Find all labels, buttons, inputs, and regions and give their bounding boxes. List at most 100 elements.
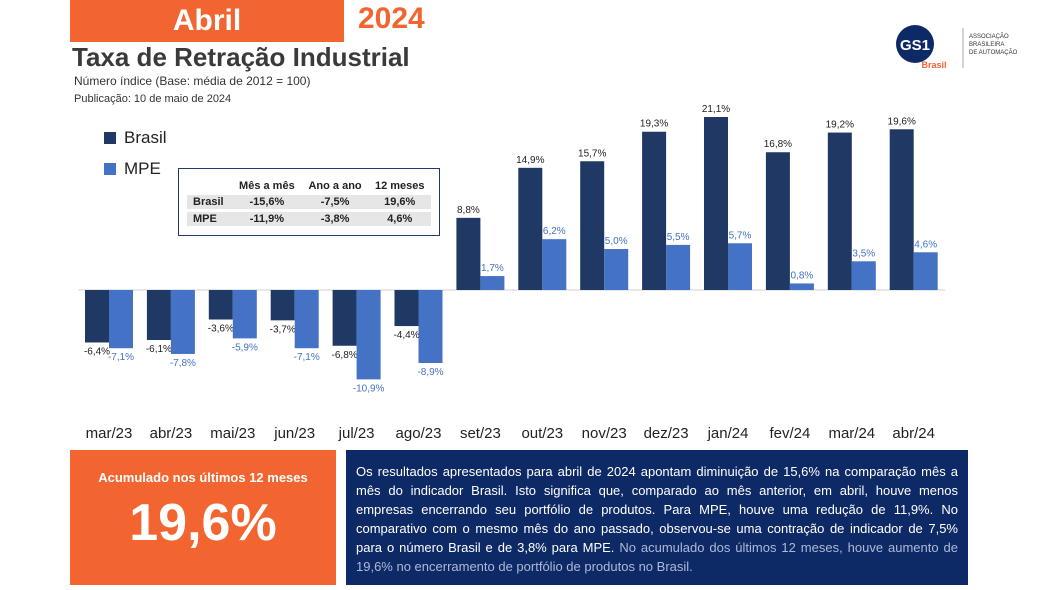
- data-label-brasil: -6,8%: [332, 350, 358, 361]
- data-label-mpe: 4,6%: [914, 239, 937, 250]
- gs1-logo-mark: GS1: [900, 37, 930, 54]
- summary-cell: 4,6%: [368, 212, 431, 226]
- description-muted: No acumulado dos últimos 12 meses, houve…: [356, 540, 958, 574]
- data-label-brasil: 19,2%: [826, 120, 854, 131]
- data-label-mpe: -5,9%: [232, 342, 258, 353]
- bar-brasil-abr/24: [889, 129, 914, 290]
- summary-row-brasil: Brasil -15,6% -7,5% 19,6%: [187, 195, 431, 209]
- legend-item-mpe: MPE: [104, 159, 167, 179]
- legend-label-brasil: Brasil: [124, 128, 167, 147]
- accumulated-panel: Acumulado nos últimos 12 meses 19,6%: [70, 450, 336, 585]
- page-subtitle: Número índice (Base: média de 2012 = 100…: [74, 74, 311, 88]
- bar-brasil-mar/24: [827, 132, 852, 290]
- bar-mpe-fev/24: [789, 283, 814, 290]
- data-label-brasil: 15,7%: [578, 148, 606, 159]
- data-label-brasil: 16,8%: [764, 139, 792, 150]
- bar-mpe-nov/23: [604, 249, 629, 290]
- bar-mpe-set/23: [480, 276, 505, 290]
- x-tick-label: ago/23: [396, 425, 442, 442]
- legend-swatch-brasil: [104, 132, 116, 144]
- data-label-mpe: 6,2%: [543, 226, 566, 237]
- bar-mpe-out/23: [542, 239, 567, 290]
- x-tick-label: jan/24: [707, 425, 749, 442]
- data-label-brasil: -3,7%: [270, 324, 296, 335]
- data-label-brasil: 14,9%: [516, 155, 544, 166]
- bar-brasil-mai/23: [208, 290, 233, 320]
- summary-header-month: Mês a mês: [239, 180, 295, 192]
- data-label-mpe: -10,9%: [353, 383, 385, 394]
- data-label-mpe: 5,5%: [667, 232, 690, 243]
- data-label-brasil: -6,1%: [146, 344, 172, 355]
- x-tick-label: out/23: [521, 425, 563, 442]
- bar-mpe-mar/23: [109, 290, 133, 349]
- summary-cell: -7,5%: [301, 195, 369, 209]
- bar-mpe-jan/24: [728, 243, 752, 290]
- gs1-logo-country: Brasil: [921, 60, 946, 70]
- x-tick-label: mar/23: [86, 425, 133, 442]
- bar-brasil-fev/24: [765, 152, 790, 290]
- summary-header-year: Ano a ano: [308, 180, 362, 192]
- x-tick-label: nov/23: [582, 425, 627, 442]
- x-tick-label: abr/24: [892, 425, 935, 442]
- bar-mpe-mar/24: [851, 261, 876, 290]
- accumulated-label: Acumulado nos últimos 12 meses: [98, 470, 308, 485]
- summary-row-label: MPE: [187, 212, 233, 226]
- bar-brasil-mar/23: [85, 290, 109, 343]
- bar-mpe-jun/23: [294, 290, 319, 349]
- summary-cell: -15,6%: [232, 195, 302, 209]
- data-label-mpe: 1,7%: [481, 263, 504, 274]
- x-tick-label: dez/23: [644, 425, 689, 442]
- summary-cell: 19,6%: [368, 195, 431, 209]
- bar-mpe-dez/23: [666, 244, 691, 290]
- data-label-mpe: -7,8%: [170, 358, 196, 369]
- gs1-logo: GS1 Brasil ASSOCIAÇÃO BRASILEIRA DE AUTO…: [896, 25, 1018, 70]
- summary-cell: -3,8%: [301, 212, 369, 226]
- x-tick-label: jun/23: [273, 425, 315, 442]
- publication-date: Publicação: 10 de maio de 2024: [74, 93, 232, 105]
- summary-table: Mês a mês Ano a ano 12 meses Brasil -15,…: [178, 168, 440, 236]
- bar-mpe-abr/24: [913, 252, 938, 290]
- bar-brasil-jul/23: [332, 290, 357, 346]
- year-label: 2024: [358, 2, 425, 35]
- data-label-mpe: -7,1%: [108, 352, 134, 363]
- data-label-brasil: 19,6%: [888, 116, 916, 127]
- bar-brasil-set/23: [456, 217, 481, 290]
- month-banner: Abril: [70, 0, 344, 42]
- gs1-logo-circle-icon: [896, 25, 934, 63]
- page-title: Taxa de Retração Industrial: [72, 42, 410, 72]
- data-label-mpe: 3,5%: [852, 248, 875, 259]
- data-label-brasil: -6,4%: [84, 346, 110, 357]
- x-tick-label: abr/23: [150, 425, 193, 442]
- bar-mpe-jul/23: [356, 290, 381, 380]
- x-tick-label: fev/24: [769, 425, 810, 442]
- data-label-mpe: 5,0%: [605, 236, 628, 247]
- bar-brasil-out/23: [518, 167, 543, 290]
- description-panel: Os resultados apresentados para abril de…: [346, 450, 968, 585]
- data-label-brasil: 19,3%: [640, 119, 668, 130]
- data-label-brasil: 8,8%: [457, 205, 480, 216]
- x-tick-label: jul/23: [338, 425, 375, 442]
- summary-header-12m: 12 meses: [374, 180, 425, 192]
- accumulated-value: 19,6%: [129, 494, 277, 552]
- x-tick-label: set/23: [460, 425, 501, 442]
- org-line-2: BRASILEIRA: [969, 42, 1004, 48]
- chart-legend: Brasil MPE: [104, 128, 167, 190]
- bar-chart: -6,4%-7,1%mar/23-6,1%-7,8%abr/23-3,6%-5,…: [78, 104, 945, 442]
- x-tick-label: mar/24: [828, 425, 875, 442]
- bar-mpe-abr/23: [170, 290, 195, 354]
- org-line-1: ASSOCIAÇÃO: [969, 33, 1009, 40]
- description-main: Os resultados apresentados para abril de…: [356, 464, 958, 555]
- summary-row-mpe: MPE -11,9% -3,8% 4,6%: [187, 212, 431, 226]
- bar-mpe-ago/23: [418, 290, 443, 363]
- legend-label-mpe: MPE: [124, 159, 161, 178]
- data-label-mpe: -7,1%: [294, 352, 320, 363]
- bar-brasil-abr/23: [146, 290, 171, 341]
- org-line-3: DE AUTOMAÇÃO: [969, 49, 1018, 56]
- bar-brasil-jan/24: [704, 116, 728, 290]
- summary-cell: -11,9%: [232, 212, 302, 226]
- bar-brasil-dez/23: [642, 131, 667, 290]
- bar-brasil-nov/23: [580, 161, 605, 290]
- data-label-brasil: 21,1%: [702, 104, 730, 115]
- x-tick-label: mai/23: [210, 425, 255, 442]
- data-label-brasil: -3,6%: [208, 324, 234, 335]
